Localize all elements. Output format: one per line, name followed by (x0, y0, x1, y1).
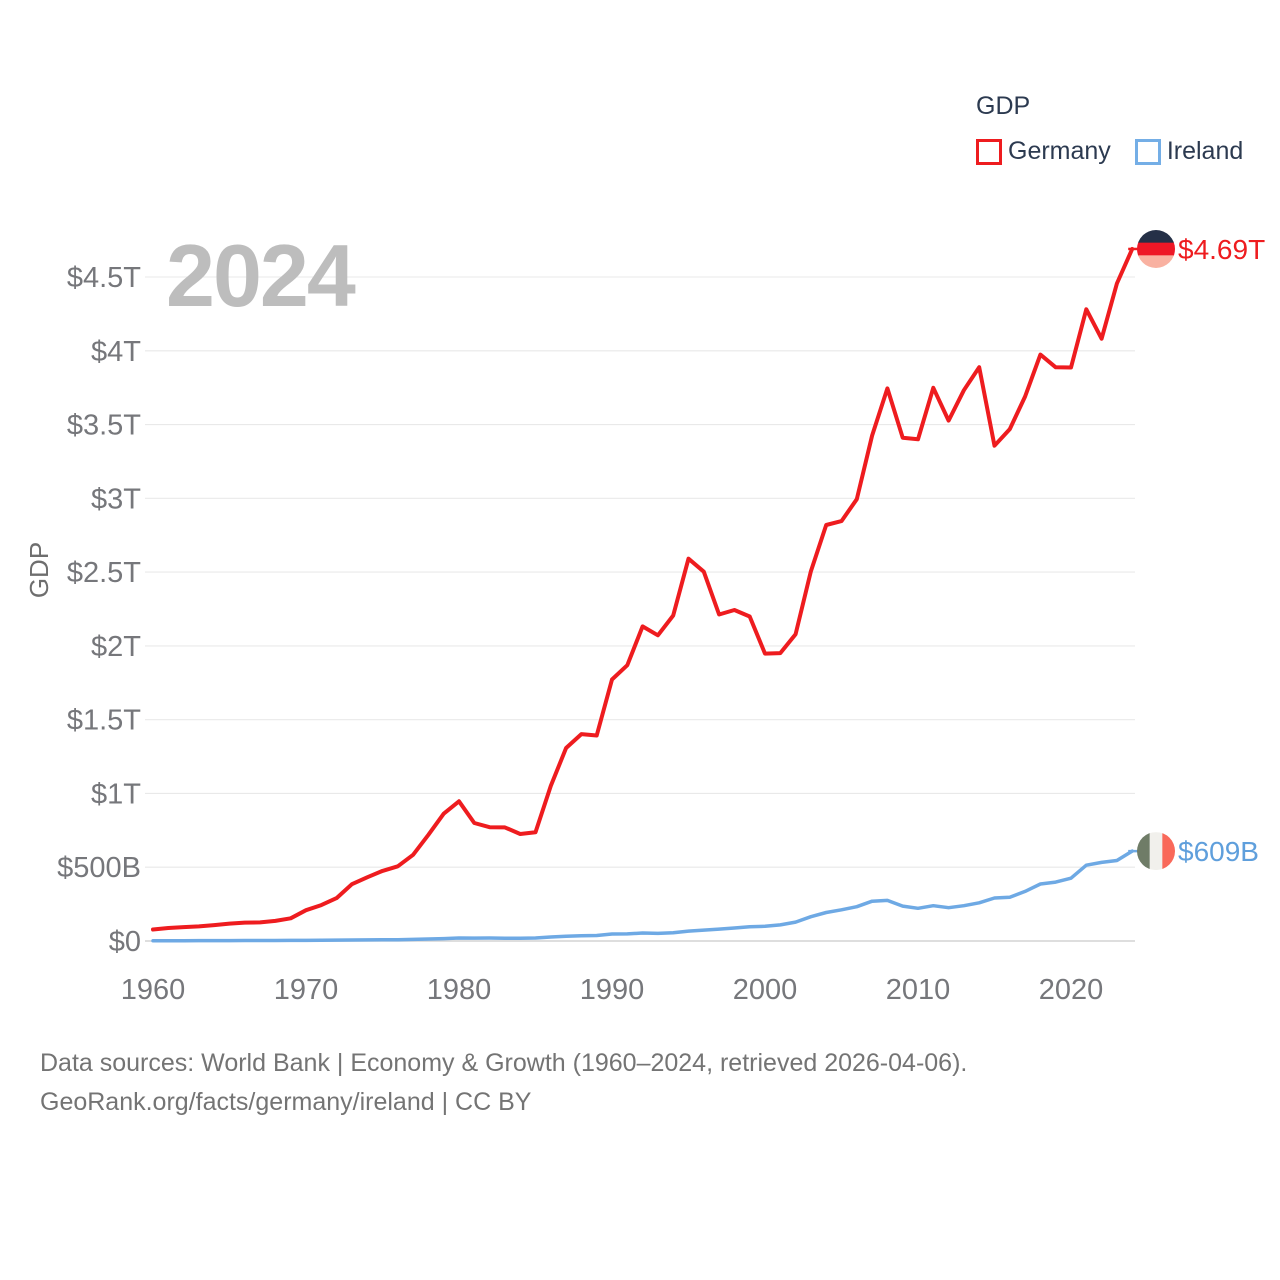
germany-series-swatch (976, 138, 1002, 165)
x-tick-label: 1970 (274, 974, 339, 1006)
year-watermark: 2024 (166, 226, 356, 325)
y-axis-title: GDP (24, 542, 54, 598)
y-tick-label: $2.5T (67, 557, 141, 589)
legend-items: Germany Ireland (976, 137, 1243, 166)
ireland-end-value: $609B (1178, 836, 1259, 867)
flag-stripe (1137, 255, 1175, 268)
flag-stripe (1162, 832, 1175, 871)
source-attribution: Data sources: World Bank | Economy & Gro… (40, 1044, 967, 1122)
x-tick-label: 2000 (733, 974, 798, 1006)
legend-item-ireland[interactable]: Ireland (1134, 137, 1244, 166)
data-series (151, 247, 1135, 943)
ireland-gdp-line[interactable] (151, 849, 1134, 943)
y-tick-label: $4.5T (67, 262, 141, 294)
series-end-labels: $4.69T $609B (1128, 230, 1265, 871)
flag-stripe (1137, 832, 1151, 871)
legend-item-germany[interactable]: Germany (976, 137, 1111, 166)
x-tick-label: 1960 (121, 974, 186, 1006)
legend-item-germany-label: Germany (1008, 137, 1111, 165)
y-tick-label: $4T (91, 336, 141, 368)
legend-title: GDP (976, 92, 1031, 120)
credit-url-line: GeoRank.org/facts/germany/ireland | CC B… (40, 1088, 532, 1116)
x-tick-label: 1980 (427, 974, 492, 1006)
y-tick-label: $1.5T (67, 705, 141, 737)
chart-legend: GDP Germany Ireland (976, 92, 1243, 166)
flag-stripe (1137, 242, 1175, 256)
ireland-series-swatch (1134, 138, 1161, 165)
axis-tick-labels: $0 $500B $1T $1.5T $2T $2.5T $3T $3.5T $4T $4.5T 1… (57, 262, 1103, 1006)
y-tick-label: $0 (109, 926, 141, 958)
data-sources-line: Data sources: World Bank | Economy & Gro… (40, 1049, 968, 1077)
germany-flag-icon (1137, 230, 1175, 268)
y-tick-label: $2T (91, 631, 141, 663)
gdp-line-chart[interactable]: 2024 GDP $0 $500B $1T $1.5T $2T $2.5T $3T $3.5T… (0, 0, 1280, 1030)
flag-stripe (1149, 832, 1163, 871)
x-tick-label: 2020 (1039, 974, 1104, 1006)
x-tick-label: 2010 (886, 974, 951, 1006)
germany-gdp-line[interactable] (151, 247, 1135, 932)
gridlines (145, 276, 1135, 942)
germany-end-value: $4.69T (1178, 234, 1265, 265)
y-tick-label: $500B (57, 852, 141, 884)
ireland-flag-icon (1137, 832, 1175, 871)
y-tick-label: $3.5T (67, 410, 141, 442)
x-tick-label: 1990 (580, 974, 645, 1006)
legend-item-ireland-label: Ireland (1166, 137, 1244, 165)
y-tick-label: $3T (91, 483, 141, 515)
flag-stripe (1137, 230, 1175, 244)
y-tick-label: $1T (91, 778, 141, 810)
